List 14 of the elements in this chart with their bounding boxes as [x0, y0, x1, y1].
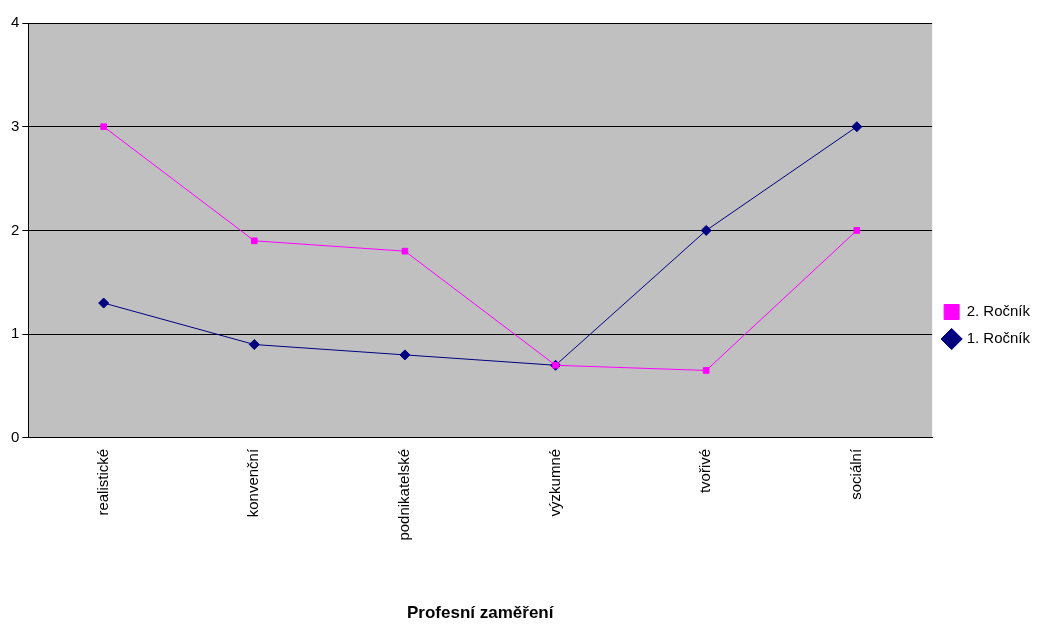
x-tick-label: realistické	[93, 448, 111, 516]
x-axis-title: Profesní zaměření	[407, 603, 555, 623]
x-tick-label: sociální	[846, 448, 864, 500]
x-tick-label: podnikatelské	[395, 448, 413, 541]
y-tick-label: 3	[11, 116, 20, 134]
x-tick-label: výzkumné	[545, 448, 563, 517]
y-tick-label: 0	[11, 428, 20, 446]
x-tick-label: tvořivé	[696, 448, 714, 494]
y-tick-label: 1	[11, 324, 20, 342]
y-tick-label: 2	[11, 220, 20, 238]
y-tick-label: 4	[11, 13, 20, 31]
legend-label: 2. Ročník	[966, 302, 1031, 320]
x-tick-label: konvenční	[244, 448, 262, 518]
legend-label: 1. Ročník	[966, 329, 1031, 347]
